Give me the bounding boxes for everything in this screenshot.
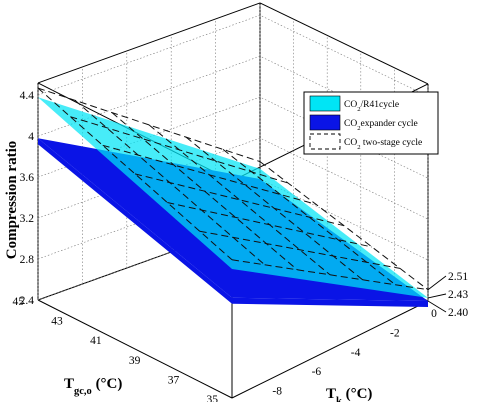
annotation-label: 2.51 [448, 271, 468, 283]
legend-swatch [309, 133, 341, 150]
x-tick-label: 45 [13, 296, 25, 308]
z-tick-label: 4 [28, 131, 34, 143]
mesh-line-tk [185, 136, 364, 281]
y-axis-title: Tk (°C) [326, 386, 372, 402]
box-edge-front-left [37, 299, 233, 399]
z-tick-label: 3.2 [20, 213, 35, 225]
grid-line-z [37, 55, 429, 138]
y-tick-label: -8 [272, 386, 282, 398]
z-tick-label: 2.4 [20, 295, 35, 307]
annotation-leader [427, 300, 447, 313]
z-tick-label: 2.8 [20, 254, 35, 266]
box-edge-front-right [231, 300, 429, 399]
x-tick-label: 35 [207, 394, 219, 402]
legend-swatch [309, 95, 341, 112]
annotation-leader [427, 275, 447, 291]
mesh-line-tk [111, 112, 298, 271]
surfaces [38, 97, 428, 307]
y-tick-label: -6 [312, 366, 322, 378]
mesh-line-tk [259, 161, 429, 291]
x-axis-title: Tgc,o (°C) [64, 376, 122, 397]
annotation-leader [427, 293, 447, 299]
y-tick-label: -2 [390, 327, 400, 339]
x-tick-label: 41 [90, 335, 102, 347]
legend: CO2/R41cycle CO2expander cycle CO2 two-sta… [303, 91, 439, 155]
grid-line-z [37, 14, 429, 97]
z-tick-label: 4.4 [20, 90, 35, 102]
box-top-edge [259, 2, 429, 85]
legend-label: CO2/R41cycle [344, 100, 399, 113]
annotation-label: 2.43 [448, 289, 468, 301]
mesh-line-tk [222, 149, 396, 286]
y-tick-label: -4 [351, 347, 361, 359]
surface-two-stage-cycle [37, 87, 429, 291]
x-tick-label: 37 [168, 374, 180, 386]
legend-label: CO2 two-stage cycle [344, 138, 422, 151]
z-tick-label: 3.6 [20, 172, 35, 184]
surface-r41-cycle [38, 97, 428, 298]
mesh-line-tk [74, 99, 266, 266]
mesh-line-tk [148, 124, 331, 276]
x-tick-label: 43 [51, 316, 63, 328]
value-annotations: 2.51 2.43 2.40 [427, 271, 468, 319]
legend-label: CO2expander cycle [344, 119, 418, 132]
y-tick-label: 0 [431, 308, 437, 320]
mesh-line-tk [37, 87, 233, 261]
annotation-label: 2.40 [448, 307, 468, 319]
z-axis-title: Compression ratio [4, 141, 20, 259]
box-top-edge [37, 2, 261, 84]
x-tick-label: 39 [129, 355, 141, 367]
legend-swatch [309, 114, 341, 131]
